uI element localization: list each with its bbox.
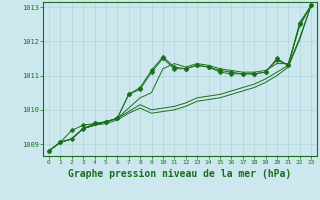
X-axis label: Graphe pression niveau de la mer (hPa): Graphe pression niveau de la mer (hPa) xyxy=(68,169,292,179)
